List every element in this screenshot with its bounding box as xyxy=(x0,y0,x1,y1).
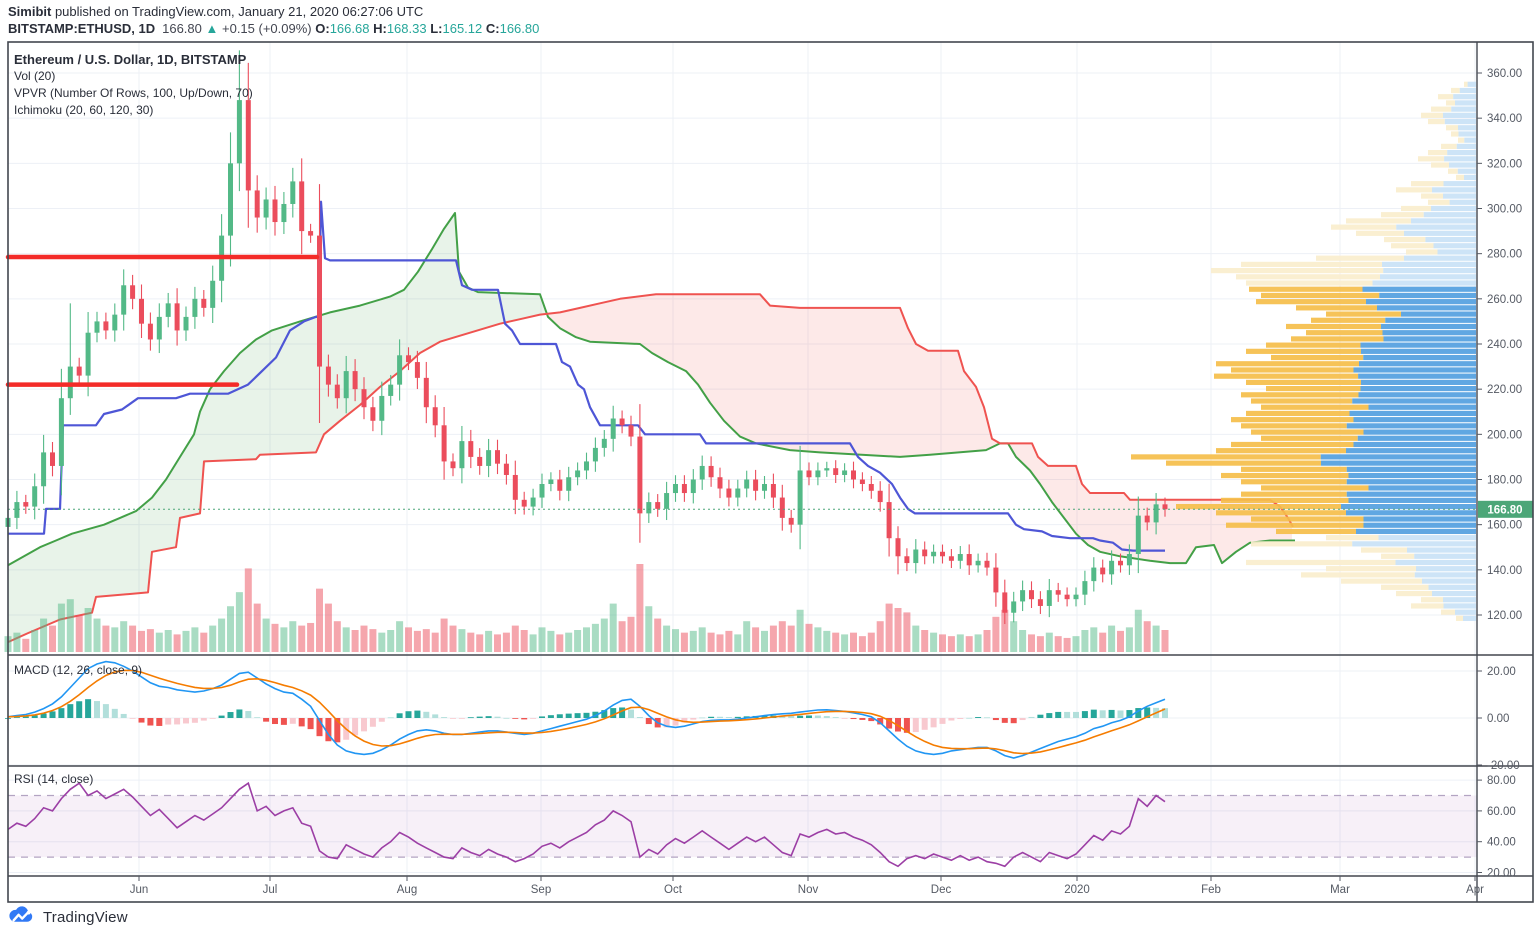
macd-line xyxy=(7,660,1166,759)
candlesticks xyxy=(5,50,1168,625)
month-label: Sep xyxy=(531,884,551,896)
macd-pane xyxy=(5,660,1168,759)
support-resistance-rays xyxy=(5,254,320,387)
rsi-pane xyxy=(7,781,1477,868)
axis-tick-label: 260.00 xyxy=(1487,294,1522,306)
axis-tick-label: 320.00 xyxy=(1487,158,1522,170)
month-label: Mar xyxy=(1330,884,1350,896)
month-label: Apr xyxy=(1466,884,1484,896)
ichimoku-cloud xyxy=(7,200,1295,644)
axis-tick-label: 20.00 xyxy=(1487,868,1516,880)
senkou-b-line xyxy=(7,293,1294,644)
last-price-tag xyxy=(1478,500,1533,518)
month-label: Feb xyxy=(1201,884,1221,896)
last-price: 166.80 xyxy=(162,21,202,36)
tradingview-logo-icon xyxy=(9,906,33,922)
axis-tick-label: 20.00 xyxy=(1487,666,1516,678)
axis-tick-label: 200.00 xyxy=(1487,429,1522,441)
axis-tick-label: 160.00 xyxy=(1487,520,1522,532)
axis-tick-label: 0.00 xyxy=(1487,713,1509,725)
current-price-marker: 166.80 xyxy=(8,500,1533,518)
low-value: 165.12 xyxy=(442,21,483,36)
open-value: 166.68 xyxy=(329,21,370,36)
axis-tick-label: 140.00 xyxy=(1487,565,1522,577)
high-label: H: xyxy=(373,21,387,36)
month-label: Dec xyxy=(931,884,952,896)
close-value: 166.80 xyxy=(499,21,540,36)
close-label: C: xyxy=(485,21,500,36)
month-label: Aug xyxy=(397,884,417,896)
axis-tick-label: 360.00 xyxy=(1487,68,1522,80)
volume-bars xyxy=(4,564,1169,652)
ichimoku-base-line xyxy=(8,200,1165,552)
month-label: Oct xyxy=(664,884,683,896)
month-label: 2020 xyxy=(1064,884,1090,896)
price-change: +0.15 (+0.09%) xyxy=(222,21,312,36)
vpvr-profile xyxy=(1131,81,1476,621)
axis-tick-label: 60.00 xyxy=(1487,806,1516,818)
tradingview-logo-text: TradingView xyxy=(43,908,128,926)
axis-tick-label: 340.00 xyxy=(1487,113,1522,125)
senkou-a-line xyxy=(7,212,1295,567)
month-label: Jul xyxy=(263,884,278,896)
publish-text: published on TradingView.com, January 21… xyxy=(51,4,424,19)
last-price-tag-text: 166.80 xyxy=(1487,504,1522,516)
time-axis: Jun Jul Aug Sep Oct Nov Dec 2020 Feb Mar Apr xyxy=(130,876,1484,896)
axis-labels: 360.00 340.00 320.00 300.00 280.00 260.00 240.… xyxy=(1477,68,1522,880)
tradingview-logo[interactable]: TradingView xyxy=(8,905,128,929)
symbol-name: BITSTAMP:ETHUSD, 1D xyxy=(8,21,156,36)
axis-tick-label: 80.00 xyxy=(1487,775,1516,787)
axis-tick-label: 180.00 xyxy=(1487,474,1522,486)
axis-tick-label: 120.00 xyxy=(1487,610,1522,622)
axis-tick-label: 220.00 xyxy=(1487,384,1522,396)
rsi-line xyxy=(7,781,1166,868)
low-label: L: xyxy=(430,21,443,36)
axis-tick-label: 40.00 xyxy=(1487,837,1516,849)
month-label: Nov xyxy=(798,884,819,896)
symbol-header: BITSTAMP:ETHUSD, 1D 166.80 ▲ +0.15 (+0.09… xyxy=(8,21,539,36)
axis-tick-label: 280.00 xyxy=(1487,249,1522,261)
macd-signal-line xyxy=(7,669,1166,755)
axis-tick-label: 240.00 xyxy=(1487,339,1522,351)
pane-frame xyxy=(7,41,1534,903)
axis-tick-label: 300.00 xyxy=(1487,203,1522,215)
publish-info: Simibit published on TradingView.com, Ja… xyxy=(8,4,423,19)
high-value: 168.33 xyxy=(386,21,427,36)
gridlines xyxy=(8,42,1477,876)
open-label: O: xyxy=(315,21,330,36)
up-arrow-icon: ▲ xyxy=(205,21,219,36)
month-label: Jun xyxy=(130,884,149,896)
author-name: Simibit xyxy=(8,4,52,19)
axis-tick-label: -20.00 xyxy=(1487,760,1520,772)
